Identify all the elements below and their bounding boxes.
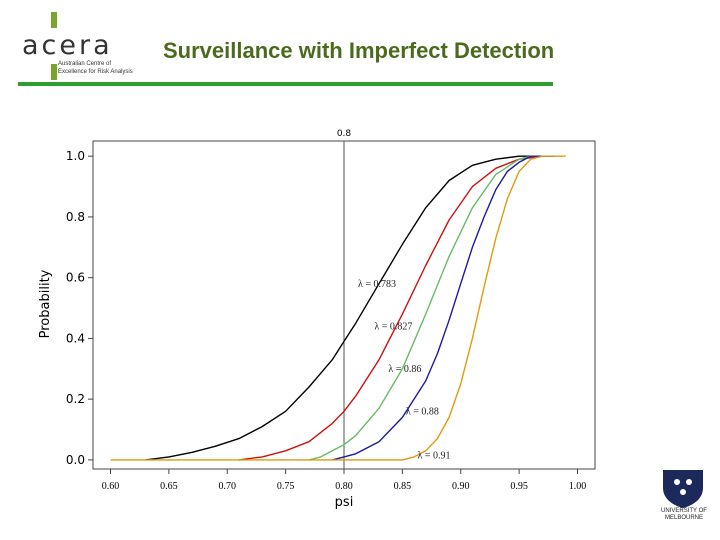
x-tick-label: 0.60 [102, 481, 120, 492]
x-tick-label: 1.00 [569, 481, 587, 492]
y-tick-label: 0.8 [66, 210, 85, 224]
reference-line-label: 0.8 [337, 129, 352, 139]
y-axis-label: Probability [38, 269, 53, 338]
series-line [308, 155, 555, 461]
x-tick-label: 0.65 [160, 481, 178, 492]
acera-logo: acera Australian Centre of Excellence fo… [18, 10, 148, 82]
x-tick-label: 0.90 [452, 481, 470, 492]
series-line [238, 155, 543, 461]
y-tick-label: 0.2 [66, 392, 85, 406]
y-tick-label: 1.0 [66, 149, 85, 163]
x-tick-label: 0.95 [510, 481, 528, 492]
x-axis-label: psi [335, 495, 354, 510]
university-name: UNIVERSITY OF MELBOURNE [655, 508, 713, 522]
logo-tagline: Australian Centre of Excellence for Risk… [58, 60, 133, 76]
series-annotation: λ = 0.86 [388, 364, 421, 375]
university-name-line-1: UNIVERSITY OF [661, 508, 707, 514]
logo-wordmark: acera [22, 30, 113, 61]
series-annotation: λ = 0.91 [418, 450, 451, 461]
series-line [145, 155, 543, 461]
university-crest [655, 468, 711, 528]
series-annotation: λ = 0.88 [406, 406, 439, 417]
y-tick-label: 0.4 [66, 331, 85, 345]
y-tick-label: 0.0 [66, 453, 85, 467]
page-title: Surveillance with Imperfect Detection [163, 38, 555, 63]
x-tick-label: 0.85 [394, 481, 412, 492]
logo-tagline-line-1: Australian Centre of [58, 61, 112, 67]
university-name-line-2: MELBOURNE [664, 515, 703, 521]
y-tick-label: 0.6 [66, 271, 85, 285]
x-tick-label: 0.70 [219, 481, 237, 492]
x-tick-label: 0.75 [277, 481, 295, 492]
logo-bar-bottom [51, 64, 57, 80]
series-line [332, 155, 555, 461]
series-line [110, 155, 566, 461]
logo-tagline-line-2: Excellence for Risk Analysis [58, 69, 133, 75]
title-underline [18, 82, 553, 86]
series-annotation: λ = 0.783 [358, 279, 396, 290]
logo-bar-top [51, 12, 57, 28]
x-tick-label: 0.80 [335, 481, 353, 492]
series-annotation: λ = 0.827 [374, 321, 412, 332]
